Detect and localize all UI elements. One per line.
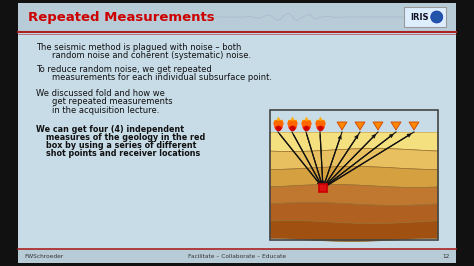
Polygon shape [270,185,438,206]
Text: measurements for each individual subsurface point.: measurements for each individual subsurf… [52,73,272,82]
Bar [270,110,438,240]
Text: 12: 12 [443,254,450,259]
Polygon shape [373,122,383,130]
Text: in the acquisition lecture.: in the acquisition lecture. [52,106,159,115]
Bar [270,110,438,132]
Polygon shape [337,122,347,130]
Bar [18,249,456,263]
Text: get repeated measurements: get repeated measurements [52,98,173,106]
Bar [404,7,446,27]
Text: To reduce random noise, we get repeated: To reduce random noise, we get repeated [36,65,212,74]
Text: Repeated Measurements: Repeated Measurements [28,11,215,24]
Polygon shape [270,167,438,188]
Text: Facilitate – Collaborate – Educate: Facilitate – Collaborate – Educate [188,254,286,259]
Text: The seismic method is plagued with noise – both: The seismic method is plagued with noise… [36,43,241,52]
Polygon shape [391,122,401,130]
Text: IRIS: IRIS [410,13,429,22]
Polygon shape [409,122,419,130]
Text: We can get four (4) independent: We can get four (4) independent [36,125,184,134]
Polygon shape [270,202,438,223]
Bar [18,3,456,31]
Text: shot points and receiver locations: shot points and receiver locations [46,149,200,158]
Polygon shape [355,122,365,130]
Text: box by using a series of different: box by using a series of different [46,141,196,150]
Circle shape [431,11,443,23]
Polygon shape [270,221,438,242]
Text: random noise and coherent (systematic) noise.: random noise and coherent (systematic) n… [52,52,251,60]
Text: FWSchroeder: FWSchroeder [24,254,63,259]
Polygon shape [270,132,438,152]
Bar [319,184,327,192]
Polygon shape [270,148,438,169]
Text: We discussed fold and how we: We discussed fold and how we [36,89,165,98]
Text: measures of the geology in the red: measures of the geology in the red [46,133,205,142]
